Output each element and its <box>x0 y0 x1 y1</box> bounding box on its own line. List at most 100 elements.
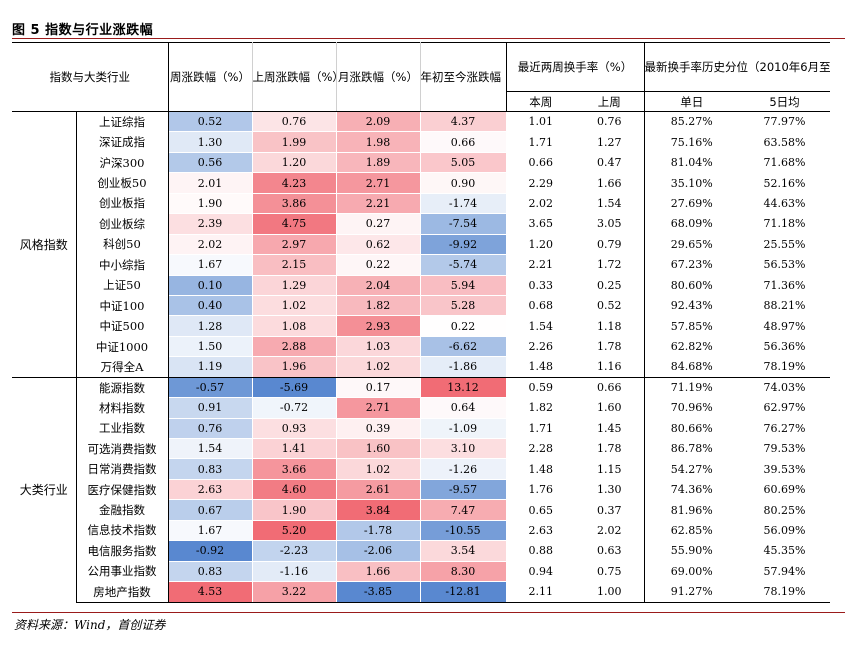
percentile-5d-cell: 56.36% <box>763 340 806 354</box>
month-change-cell: 2.04 <box>335 274 421 296</box>
last-week-change-cell: 1.99 <box>251 131 337 153</box>
turnover-last-week-cell: 1.66 <box>575 172 645 194</box>
row-name: 创业板综 <box>76 213 169 235</box>
table-row: 医疗保健指数 2.63 4.60 2.61 -9.57 1.76 1.30 74.36% 60.… <box>12 478 830 501</box>
percentile-5d-cell: 88.21% <box>763 299 806 313</box>
table-row: 中证100 0.40 1.02 1.82 5.28 0.68 0.52 92.43% 88.21… <box>12 294 830 317</box>
last-week-change-cell: 1.29 <box>251 274 337 296</box>
percentile-day-cell: 57.85% <box>670 319 713 333</box>
ytd-change-cell: 0.90 <box>419 172 507 194</box>
month-change-cell: -3.85 <box>335 581 421 603</box>
figure-title: 图 5 指数与行业涨跌幅 <box>12 23 154 38</box>
week-change-cell: 1.50 <box>167 335 253 358</box>
percentile-day-cell: 69.00% <box>670 564 713 578</box>
percentile-day-cell: 68.09% <box>670 217 713 231</box>
row-name: 中证500 <box>76 315 169 337</box>
week-change-cell: 0.40 <box>167 294 253 317</box>
turnover-this-week-cell: 2.02 <box>528 196 554 210</box>
ytd-change-cell: -6.62 <box>419 335 507 358</box>
month-change-cell: 1.89 <box>335 151 421 174</box>
last-week-change-cell: 4.75 <box>251 213 337 235</box>
month-change-cell: 1.98 <box>335 131 421 153</box>
month-change-cell: 3.84 <box>335 499 421 521</box>
month-change-cell: 1.02 <box>335 458 421 480</box>
last-week-change-cell: 3.66 <box>251 458 337 480</box>
week-change-cell: 1.30 <box>167 131 253 153</box>
row-name: 上证50 <box>76 275 169 296</box>
turnover-this-week-cell: 0.33 <box>528 278 554 292</box>
percentile-day-cell: 75.16% <box>670 135 713 149</box>
week-change-cell: 0.76 <box>167 417 253 440</box>
week-change-cell: 1.19 <box>167 356 253 378</box>
table-row: 风格指数 上证综指 0.52 0.76 2.09 4.37 1.01 0.76 85.27% 77… <box>12 110 830 378</box>
header-week-change: 周涨跌幅（%） <box>168 42 253 112</box>
turnover-last-week-cell: 0.37 <box>575 499 645 521</box>
turnover-last-week-cell: 0.79 <box>575 234 645 255</box>
last-week-change-cell: -2.23 <box>251 540 337 562</box>
turnover-last-week-cell: 3.05 <box>575 213 645 235</box>
ytd-change-cell: 0.66 <box>419 131 507 153</box>
month-change-cell: 2.71 <box>335 172 421 194</box>
ytd-change-cell: -1.09 <box>419 417 507 440</box>
turnover-last-week-cell: 0.25 <box>575 275 645 296</box>
row-name: 创业板50 <box>76 172 169 194</box>
percentile-day-cell: 81.04% <box>670 156 713 170</box>
table-row: 创业板50 2.01 4.23 2.71 0.90 2.29 1.66 35.10% 52.16… <box>12 172 830 194</box>
turnover-this-week-cell: 2.29 <box>528 176 554 190</box>
header-percentile-day: 单日 <box>644 91 739 112</box>
percentile-day-cell: 85.27% <box>670 115 713 129</box>
table-row: 中证500 1.28 1.08 2.93 0.22 1.54 1.18 57.85% 48.97… <box>12 315 830 337</box>
turnover-last-week-cell: 0.66 <box>575 376 645 398</box>
week-change-cell: 0.67 <box>167 499 253 521</box>
turnover-this-week-cell: 1.01 <box>528 115 554 129</box>
header-last-week-change: 上周涨跌幅（%） <box>252 42 337 112</box>
row-name: 创业板指 <box>76 193 169 214</box>
percentile-day-cell: 80.66% <box>670 421 713 435</box>
week-change-cell: 4.53 <box>167 581 253 603</box>
percentile-5d-cell: 71.18% <box>763 217 806 231</box>
last-week-change-cell: 1.20 <box>251 151 337 174</box>
percentile-day-cell: 91.27% <box>644 581 739 603</box>
percentile-5d-cell: 62.97% <box>763 401 806 415</box>
last-week-change-cell: 2.88 <box>251 335 337 358</box>
week-change-cell: 0.10 <box>167 274 253 296</box>
month-change-cell: 2.93 <box>335 315 421 337</box>
turnover-last-week-cell: 1.16 <box>575 356 645 378</box>
turnover-this-week-cell: 2.63 <box>528 523 554 537</box>
last-week-change-cell: 5.20 <box>251 519 337 542</box>
month-change-cell: 0.22 <box>335 254 421 276</box>
table-row: 深证成指 1.30 1.99 1.98 0.66 1.71 1.27 75.16% 63.58% <box>12 131 830 153</box>
week-change-cell: 0.83 <box>167 560 253 583</box>
week-change-cell: 2.39 <box>167 213 253 235</box>
ytd-change-cell: -12.81 <box>419 581 507 603</box>
row-name: 日常消费指数 <box>76 458 169 480</box>
ytd-change-cell: 13.12 <box>419 376 507 399</box>
table-row: 大类行业 能源指数 -0.57 -5.69 0.17 13.12 0.59 0.66 71.19… <box>12 376 830 602</box>
ytd-change-cell: -9.92 <box>419 233 507 256</box>
month-change-cell: 2.21 <box>335 192 421 215</box>
header-turnover-this-week: 本周 <box>506 91 575 112</box>
turnover-last-week-cell: 1.30 <box>575 479 645 500</box>
row-name: 万得全A <box>76 356 169 378</box>
month-change-cell: 0.39 <box>335 417 421 440</box>
header-month-change: 月涨跌幅（%） <box>336 42 421 112</box>
table-row: 日常消费指数 0.83 3.66 1.02 -1.26 1.48 1.15 54.27% 39.… <box>12 458 830 480</box>
percentile-day-cell: 80.60% <box>670 278 713 292</box>
table-row: 科创50 2.02 2.97 0.62 -9.92 1.20 0.79 29.65% 25.55… <box>12 233 830 256</box>
month-change-cell: 2.09 <box>335 110 421 133</box>
turnover-last-week-cell: 1.15 <box>575 458 645 480</box>
percentile-5d-cell: 44.63% <box>763 196 806 210</box>
row-name: 房地产指数 <box>76 581 169 603</box>
source-note: 资料来源：Wind，首创证券 <box>14 618 166 632</box>
ytd-change-cell: 5.94 <box>419 274 507 296</box>
table-row: 材料指数 0.91 -0.72 2.71 0.64 1.82 1.60 70.96% 62.97… <box>12 397 830 419</box>
percentile-5d-cell: 60.69% <box>763 483 806 497</box>
table-row: 沪深300 0.56 1.20 1.89 5.05 0.66 0.47 81.04% 71.68… <box>12 151 830 174</box>
table-row: 中小综指 1.67 2.15 0.22 -5.74 2.21 1.72 67.23% 56.53… <box>12 254 830 276</box>
ytd-change-cell: -9.57 <box>419 478 507 501</box>
percentile-5d-cell: 39.53% <box>763 462 806 476</box>
turnover-last-week-cell: 0.52 <box>575 295 645 316</box>
table-row: 万得全A 1.19 1.96 1.02 -1.86 1.48 1.16 84.68% 78.19… <box>12 356 830 378</box>
percentile-5d-cell: 57.94% <box>763 564 806 578</box>
row-name: 科创50 <box>76 234 169 255</box>
